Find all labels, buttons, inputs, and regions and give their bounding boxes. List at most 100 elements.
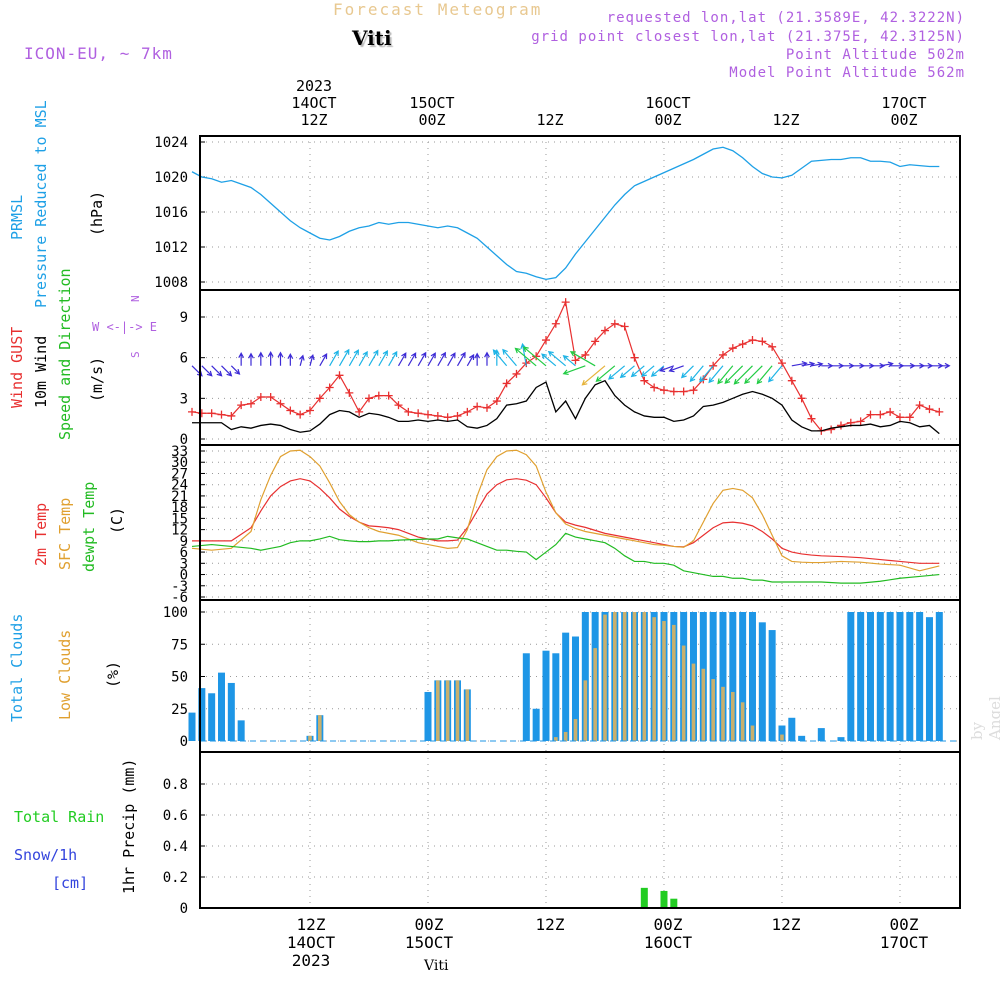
total-cloud-bar: [916, 612, 924, 741]
gust-marker: [797, 394, 806, 403]
wind-arrow: [659, 365, 675, 373]
gust-marker: [777, 359, 786, 368]
low-cloud-bar: [662, 621, 666, 741]
low-cloud-bar: [731, 691, 735, 741]
gust-marker: [728, 344, 737, 353]
gust-marker: [768, 342, 777, 351]
total-cloud-bar: [463, 689, 471, 741]
model-point-altitude: Model Point Altitude 562m: [729, 65, 965, 81]
low-cloud-bar: [691, 663, 696, 741]
total-cloud-bar: [552, 653, 560, 741]
temp-dewpt-label: dewpt Temp: [80, 481, 98, 572]
wind-arrow: [378, 349, 388, 367]
wind-arrow: [717, 365, 734, 385]
wind-arrow: [791, 361, 808, 367]
temp-2m-label: 2m Temp: [32, 502, 50, 566]
temp-ytick-label: -6: [171, 590, 188, 606]
pressure-ytick-label: 1024: [154, 135, 188, 151]
wind-arrow: [870, 362, 886, 369]
total-cloud-bar: [876, 612, 884, 741]
wind-arrow: [338, 348, 350, 367]
precip-ytick-label: 0: [180, 901, 188, 917]
gust-marker: [748, 336, 757, 345]
temp-unit-label: (C): [108, 506, 126, 534]
temp-ytick-label: 3: [180, 556, 188, 572]
temp-ytick-label: 24: [171, 478, 188, 494]
total-cloud-bar: [640, 612, 648, 741]
gust-marker: [610, 319, 619, 328]
temp-ytick-label: 9: [180, 534, 188, 550]
wind-arrow: [939, 362, 951, 369]
wind-arrow: [230, 365, 241, 375]
wind-arrow: [562, 355, 576, 367]
gust-marker: [551, 319, 560, 328]
location-name: Viti: [352, 26, 392, 50]
chart-title: Forecast Meteogram: [333, 0, 543, 19]
low-cloud-bar: [573, 719, 578, 741]
gust-marker: [571, 356, 580, 365]
precip-rain-label: Total Rain: [14, 808, 105, 826]
gridpoint-coords: grid point closest lon,lat (21.375E, 42.…: [531, 29, 965, 45]
gust-marker: [276, 399, 285, 408]
clouds-ytick-label: 50: [171, 670, 188, 686]
gust-marker: [394, 401, 403, 410]
compass-south: S: [129, 351, 142, 358]
wind-arrow: [484, 351, 490, 366]
gust-marker: [925, 405, 934, 414]
top-hour-label: 00Z: [890, 111, 918, 129]
gust-marker: [482, 403, 491, 412]
total-cloud-bar: [788, 717, 796, 741]
gust-marker: [895, 413, 904, 422]
top-day-label: 17OCT: [881, 94, 927, 112]
gust-marker: [886, 407, 895, 416]
total-cloud-bar: [650, 612, 658, 741]
pressure-ytick-label: 1008: [154, 275, 188, 291]
top-hour-label: 12Z: [536, 111, 564, 129]
low-cloud-bar: [622, 612, 627, 741]
gust-marker: [561, 298, 570, 307]
gust-marker: [669, 387, 678, 396]
wind-arrow: [358, 350, 368, 367]
gust-marker: [453, 411, 462, 420]
top-hour-label: 12Z: [772, 111, 800, 129]
total-cloud-bar: [453, 680, 461, 741]
wind-arrow: [493, 349, 500, 366]
wind-arrow: [650, 365, 665, 377]
clouds-unit-label: (%): [104, 660, 122, 688]
total-cloud-bar: [542, 650, 550, 741]
total-cloud-bar: [581, 612, 589, 741]
gust-marker: [650, 383, 659, 392]
top-hour-label: 00Z: [418, 111, 446, 129]
total-cloud-bar: [670, 612, 678, 741]
temp-sfc-label: SFC Temp: [56, 497, 74, 570]
total-cloud-bar: [434, 680, 442, 741]
wind-arrow: [277, 351, 284, 366]
gust-marker: [256, 392, 265, 401]
wind-arrow: [388, 350, 398, 367]
compass-we: W <-|-> E: [92, 320, 158, 334]
wind-arrow: [801, 361, 816, 368]
wind-arrow: [689, 365, 704, 383]
wind-arrow: [201, 365, 213, 377]
total-cloud-bar: [798, 735, 806, 741]
wind-arrow: [840, 362, 855, 369]
total-cloud-bar: [925, 617, 933, 741]
total-cloud-bar: [768, 630, 776, 741]
wind-arrow: [860, 362, 875, 369]
gust-marker: [630, 353, 639, 362]
wind-arrow: [437, 351, 446, 367]
wind-arrow: [474, 352, 481, 366]
temp-ytick-label: 27: [171, 466, 188, 482]
wind-arrow: [456, 351, 466, 367]
gust-marker: [414, 409, 423, 418]
wind-arrow: [248, 352, 254, 366]
total-cloud-bar: [778, 725, 786, 741]
gust-marker: [522, 359, 531, 368]
gust-marker: [935, 407, 944, 416]
wind-arrow: [348, 349, 359, 367]
watermark: by Angel: [968, 696, 1000, 740]
gust-marker: [473, 402, 482, 411]
temp-ytick-label: 6: [180, 545, 188, 561]
total-cloud-bar: [522, 653, 530, 741]
wind-arrow: [547, 350, 567, 367]
